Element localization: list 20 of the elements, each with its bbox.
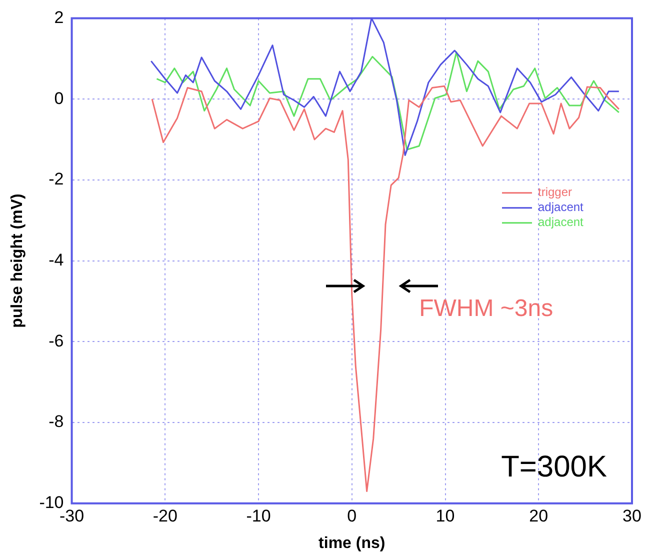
y-tick-label: -2 [48,170,64,189]
x-tick-label: -20 [152,506,178,526]
annotation: T=300K [501,450,607,484]
y-tick-label: -4 [48,250,64,270]
legend-label: adjacent [538,200,584,214]
x-tick-label: 0 [347,506,357,526]
y-axis-title: pulse height (mV) [9,194,26,328]
legend-label: trigger [538,185,572,200]
annotation: FWHM ~3ns [419,294,554,322]
x-tick-label: 30 [622,506,642,526]
x-tick-label: -10 [246,506,271,526]
x-tick-label: 20 [529,506,548,526]
x-axis-title: time (ns) [318,534,386,552]
y-tick-label: 0 [54,88,64,108]
y-tick-label: -8 [48,412,64,432]
y-tick-label: -6 [48,331,64,350]
y-tick-label: -10 [39,493,64,512]
y-tick-label: 2 [54,8,64,27]
x-tick-label: 10 [436,506,455,526]
legend-label: adjacent [538,215,584,230]
